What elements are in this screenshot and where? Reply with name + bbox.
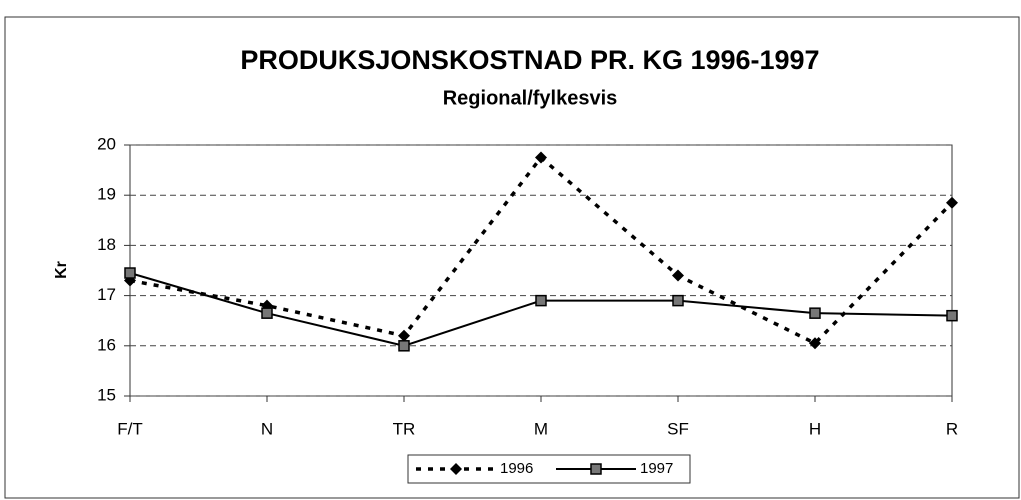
point xyxy=(590,463,602,475)
point xyxy=(946,309,958,322)
point xyxy=(398,329,410,342)
point xyxy=(535,294,547,307)
x-tick-label: N xyxy=(261,419,273,438)
point xyxy=(946,196,958,209)
x-tick-label: M xyxy=(534,419,548,438)
point xyxy=(672,269,684,282)
point xyxy=(261,307,273,319)
chart-title: PRODUKSJONSKOSTNAD PR. KG 1996-1997 xyxy=(240,45,819,75)
x-tick-label: F/T xyxy=(117,419,143,438)
x-tick-label: R xyxy=(946,419,958,438)
y-axis-label: Kr xyxy=(53,261,70,279)
point xyxy=(809,337,821,350)
x-tick-label: TR xyxy=(393,419,416,438)
x-tick-label: SF xyxy=(667,419,689,438)
y-tick-label: 15 xyxy=(97,385,116,404)
x-tick-label: H xyxy=(809,419,821,438)
legend-label: 1997 xyxy=(640,460,673,477)
chart-border xyxy=(4,16,1020,499)
y-tick-label: 19 xyxy=(97,185,116,204)
point xyxy=(124,267,136,279)
legend-label: 1996 xyxy=(500,460,533,477)
point xyxy=(535,151,547,164)
y-tick-label: 20 xyxy=(97,134,116,153)
y-tick-label: 17 xyxy=(97,285,116,304)
point xyxy=(450,463,462,475)
chart-subtitle: Regional/fylkesvis xyxy=(443,87,618,109)
point xyxy=(398,340,410,352)
point xyxy=(809,307,821,319)
y-tick-label: 16 xyxy=(97,335,116,354)
point xyxy=(672,294,684,307)
y-tick-label: 18 xyxy=(97,235,116,254)
